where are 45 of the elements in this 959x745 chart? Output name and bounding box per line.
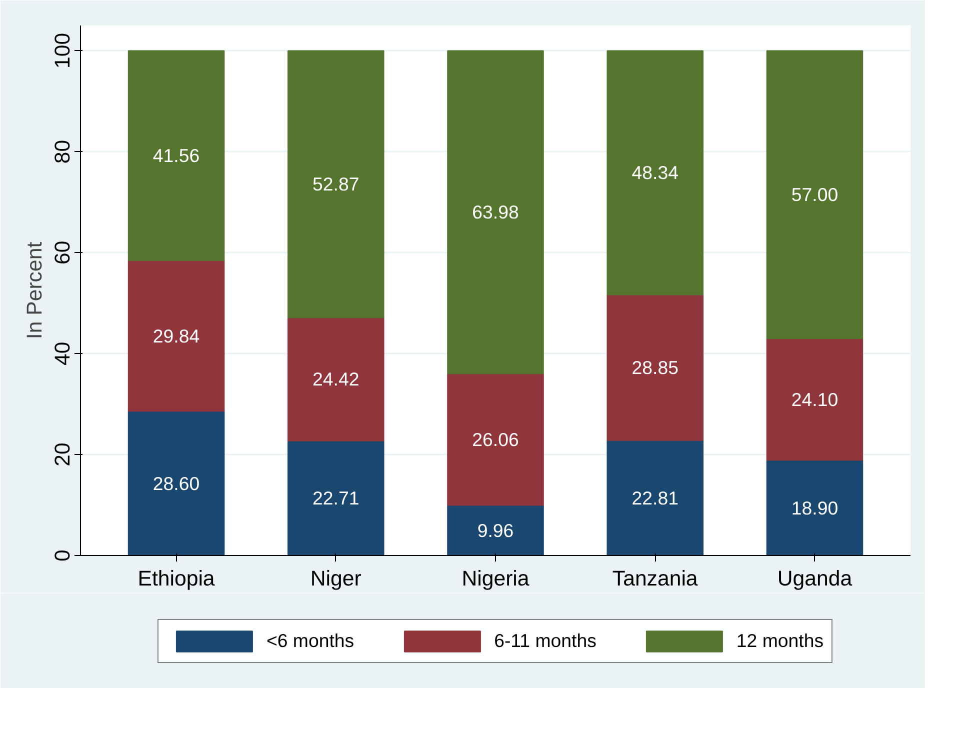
data-label: 22.71 [312,488,360,509]
bar [606,440,704,556]
data-label: 9.96 [477,520,514,541]
bar [128,410,225,556]
data-label: 28.60 [152,472,200,494]
bar [766,50,864,339]
y-tick-label: 0 [50,549,74,562]
legend-label: <6 months [266,630,354,652]
data-label: 57.00 [791,184,838,206]
bar [288,50,384,318]
bar [128,50,225,262]
y-tick-label: 60 [50,240,74,265]
legend-label: 12 months [736,630,824,652]
legend-label: 6-11 months [494,630,596,652]
x-tick-label: Niger [310,566,362,590]
bar [606,294,704,441]
data-label: 22.81 [632,487,678,508]
data-label: 63.98 [472,202,519,223]
x-tick-label: Tanzania [612,566,698,590]
y-tick-label: 40 [50,342,74,366]
x-tick-label: Nigeria [462,566,530,590]
bar [766,338,864,461]
bar [766,460,864,556]
bar [288,317,384,442]
bar [606,50,704,296]
x-tick-label: Uganda [777,566,852,590]
bar [447,50,544,374]
data-label: 24.10 [791,388,838,410]
x-tick-label: Ethiopia [138,566,215,590]
y-tick-label: 100 [50,32,74,69]
data-label: 29.84 [152,325,200,346]
y-tick-label: 20 [50,442,74,466]
bar [288,440,384,556]
data-label: 26.06 [472,428,519,450]
data-label: 18.90 [791,497,838,518]
data-label: 52.87 [312,174,360,195]
data-label: 28.85 [632,357,678,378]
bar [447,373,544,506]
data-label: 48.34 [632,162,678,184]
data-label: 24.42 [312,368,360,390]
y-axis-title: In Percent [22,242,46,340]
bar [447,504,544,556]
data-label: 41.56 [152,145,200,166]
bar [128,260,225,412]
y-tick-label: 80 [50,140,74,164]
